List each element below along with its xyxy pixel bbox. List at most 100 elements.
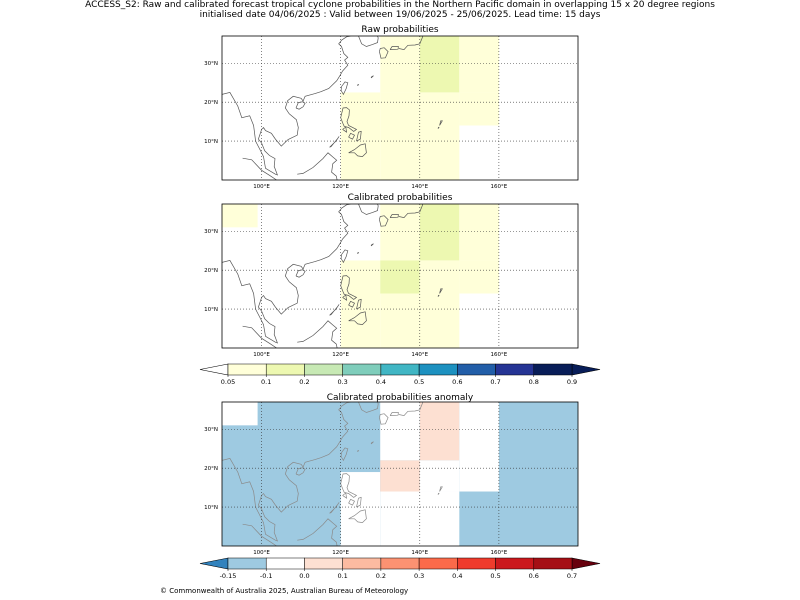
coastline — [222, 204, 351, 344]
coastline — [295, 269, 306, 278]
colorbar-tick-label: 0.7 — [490, 378, 500, 386]
colorbar-segment — [457, 363, 496, 376]
colorbar-tick-label: 0.6 — [452, 378, 462, 386]
coastline — [342, 492, 348, 499]
lon-tick-label: 160°E — [491, 184, 508, 190]
colorbar-tick-label: -0.15 — [220, 572, 237, 580]
map-panel-2: 100°E 120°E 140°E 160°E 10°N 20°N 30°N — [204, 401, 579, 556]
colorbar-tick-label: 0.2 — [376, 572, 386, 580]
coastline — [357, 450, 360, 452]
coastline — [340, 81, 349, 96]
colorbar-tick-label: 0.4 — [376, 378, 386, 386]
colorbar-tick-label: 0.7 — [567, 572, 577, 580]
coastline — [437, 294, 440, 297]
probability-cell — [459, 92, 499, 126]
map-panel-1: 100°E 120°E 140°E 160°E 10°N 20°N 30°N — [204, 203, 579, 358]
lon-tick-label: 120°E — [332, 550, 349, 556]
colorbar-tick-label: 0.9 — [567, 378, 577, 386]
lon-tick-label: 100°E — [253, 184, 270, 190]
colorbar-tick-label: 0.3 — [337, 378, 347, 386]
colorbar-tick-label: 0.5 — [490, 572, 500, 580]
probability-cell — [380, 36, 420, 93]
lat-tick-label: 30°N — [204, 229, 218, 235]
coastline — [389, 46, 399, 50]
copyright-footer: © Commonwealth of Australia 2025, Austra… — [160, 587, 409, 595]
lat-tick-label: 10°N — [204, 505, 218, 511]
coastline — [242, 157, 277, 180]
map-frame — [221, 203, 579, 349]
lon-tick-label: 140°E — [411, 550, 428, 556]
map-frame — [221, 401, 579, 547]
coastline — [398, 402, 424, 416]
coastline — [357, 252, 360, 254]
colorbar-tick-label: 0.6 — [529, 572, 539, 580]
lat-tick-label: 20°N — [204, 466, 218, 472]
lon-tick-label: 140°E — [411, 352, 428, 358]
colorbar-tick-label: 0.0 — [299, 572, 309, 580]
colorbar-segment — [495, 557, 535, 570]
map-frame — [221, 35, 579, 181]
coastline — [356, 298, 362, 310]
figure-title-line1: ACCESS_S2: Raw and calibrated forecast t… — [85, 0, 715, 10]
lon-tick-label: 160°E — [491, 352, 508, 358]
colorbar-segment — [342, 363, 382, 376]
lon-tick-label: 120°E — [332, 184, 349, 190]
coastline — [348, 311, 367, 325]
colorbar-tick-label: 0.3 — [414, 572, 424, 580]
probability-cell — [459, 260, 499, 294]
coastline — [242, 325, 277, 348]
coastline — [348, 498, 355, 506]
colorbar-tick-label: 0.05 — [221, 378, 235, 386]
probability-cell — [222, 402, 258, 426]
coastline — [348, 143, 367, 157]
lon-tick-label: 100°E — [253, 550, 270, 556]
colorbar-over-extension — [571, 363, 601, 376]
lon-tick-label: 100°E — [253, 352, 270, 358]
coastline — [329, 304, 340, 316]
coastline — [356, 496, 362, 508]
coastline — [356, 130, 362, 142]
colorbar-segment — [418, 363, 458, 376]
colorbar-tick-label: 0.5 — [414, 378, 424, 386]
probability-cell — [459, 36, 499, 93]
colorbar-segment — [418, 557, 458, 570]
probability-cell — [380, 402, 420, 461]
lat-tick-label: 20°N — [204, 100, 218, 106]
coastline — [358, 204, 379, 215]
coastline — [295, 467, 306, 476]
coastline — [348, 132, 355, 140]
coastline — [379, 413, 389, 425]
lat-tick-label: 10°N — [204, 139, 218, 145]
coastline — [358, 36, 379, 47]
colorbar-segment — [457, 557, 496, 570]
colorbar-tick-label: -0.1 — [260, 572, 273, 580]
panel-title-calibrated: Calibrated probabilities — [348, 193, 453, 203]
colorbar-1: -0.15 -0.1 0.0 0.1 0.2 0.3 0.4 0.5 0.6 0.7 — [199, 557, 601, 580]
coastline — [342, 126, 348, 133]
colorbar-tick-label: 0.1 — [337, 572, 347, 580]
colorbar-0: 0.05 0.1 0.2 0.3 0.4 0.5 0.6 0.7 0.8 0.9 — [199, 363, 601, 386]
coastline — [297, 152, 338, 180]
coastline — [437, 126, 440, 129]
coastline — [340, 447, 349, 462]
colorbar-tick-label: 0.2 — [299, 378, 309, 386]
colorbar-segment — [342, 557, 382, 570]
coastline — [398, 36, 424, 50]
coastline — [222, 402, 351, 542]
coastline — [348, 300, 355, 308]
colorbar-segment — [495, 363, 535, 376]
coastline — [295, 101, 306, 110]
coastline — [357, 84, 360, 86]
coastline — [329, 502, 340, 514]
colorbar-segment — [265, 557, 305, 570]
colorbar-segment — [265, 363, 305, 376]
probability-cell — [380, 260, 420, 294]
probability-cell — [380, 204, 420, 261]
lat-tick-label: 10°N — [204, 307, 218, 313]
coastline — [329, 136, 340, 148]
figure-title-line2: initialised date 04/06/2025 : Valid betw… — [199, 10, 601, 20]
coastline — [340, 249, 349, 264]
probability-cell — [380, 293, 460, 348]
coastline — [340, 473, 358, 498]
